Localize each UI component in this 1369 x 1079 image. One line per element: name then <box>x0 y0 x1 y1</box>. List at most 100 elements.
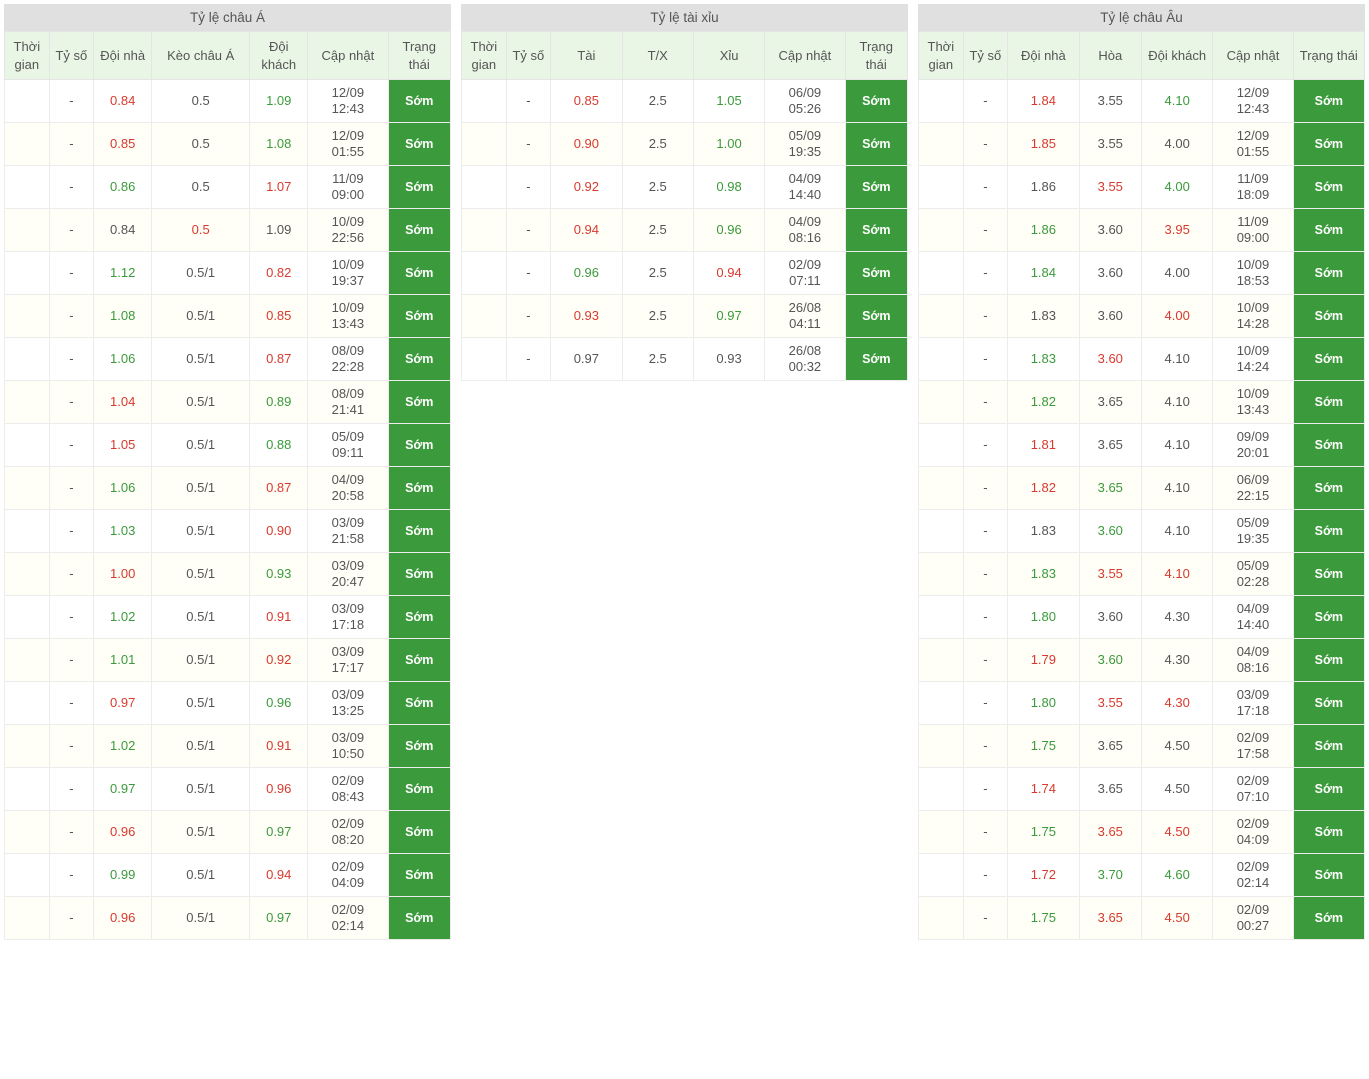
status-badge: Sớm <box>1294 854 1364 896</box>
cell-status: Sớm <box>388 768 451 811</box>
cell-away: 0.85 <box>250 295 308 338</box>
cell-time <box>919 897 964 940</box>
cell-away: 4.00 <box>1141 252 1212 295</box>
cell-updated: 10/09 18:53 <box>1213 252 1293 295</box>
cell-status: Sớm <box>1293 682 1364 725</box>
table-row: -1.793.604.3004/09 08:16Sớm <box>919 639 1365 682</box>
status-badge: Sớm <box>389 639 451 681</box>
cell-score: - <box>49 897 94 940</box>
cell-status: Sớm <box>388 510 451 553</box>
table-row: -0.840.51.0912/09 12:43Sớm <box>5 80 451 123</box>
cell-away: 4.10 <box>1141 381 1212 424</box>
status-badge: Sớm <box>1294 166 1364 208</box>
status-badge: Sớm <box>389 80 451 122</box>
table-row: -0.852.51.0506/09 05:26Sớm <box>462 80 908 123</box>
cell-status: Sớm <box>388 639 451 682</box>
status-badge: Sớm <box>389 682 451 724</box>
cell-home: 1.83 <box>1008 295 1079 338</box>
table-row: -1.040.5/10.8908/09 21:41Sớm <box>5 381 451 424</box>
cell-updated: 06/09 22:15 <box>1213 467 1293 510</box>
cell-line: 3.65 <box>1079 725 1141 768</box>
cell-score: - <box>963 854 1008 897</box>
cell-home: 0.97 <box>94 682 152 725</box>
cell-status: Sớm <box>845 123 907 166</box>
col-header: Xỉu <box>693 32 764 80</box>
cell-updated: 02/09 17:58 <box>1213 725 1293 768</box>
cell-time <box>462 123 507 166</box>
cell-line: 3.65 <box>1079 768 1141 811</box>
cell-updated: 03/09 21:58 <box>308 510 388 553</box>
cell-line: 0.5/1 <box>152 295 250 338</box>
cell-updated: 05/09 19:35 <box>765 123 845 166</box>
cell-time <box>462 295 507 338</box>
status-badge: Sớm <box>1294 381 1364 423</box>
status-badge: Sớm <box>1294 510 1364 552</box>
panels-container: Tỷ lệ châu Á Thời gianTỷ sốĐội nhàKèo ch… <box>4 4 1365 940</box>
cell-home: 1.85 <box>1008 123 1079 166</box>
cell-time <box>919 553 964 596</box>
cell-line: 0.5/1 <box>152 854 250 897</box>
cell-status: Sớm <box>388 338 451 381</box>
cell-home: 1.82 <box>1008 381 1079 424</box>
table-row: -1.833.554.1005/09 02:28Sớm <box>919 553 1365 596</box>
cell-line: 0.5/1 <box>152 682 250 725</box>
cell-time <box>5 338 50 381</box>
cell-status: Sớm <box>1293 639 1364 682</box>
cell-home: 0.96 <box>94 897 152 940</box>
cell-updated: 04/09 14:40 <box>765 166 845 209</box>
cell-away: 4.00 <box>1141 123 1212 166</box>
cell-score: - <box>963 80 1008 123</box>
table-row: -0.970.5/10.9603/09 13:25Sớm <box>5 682 451 725</box>
status-badge: Sớm <box>389 854 451 896</box>
cell-status: Sớm <box>1293 381 1364 424</box>
cell-away: 1.00 <box>693 123 764 166</box>
cell-home: 0.97 <box>551 338 622 381</box>
cell-away: 4.10 <box>1141 510 1212 553</box>
cell-home: 1.02 <box>94 725 152 768</box>
cell-score: - <box>506 338 551 381</box>
cell-status: Sớm <box>1293 725 1364 768</box>
panel-eu-title: Tỷ lệ châu Âu <box>918 4 1365 31</box>
cell-status: Sớm <box>1293 510 1364 553</box>
cell-status: Sớm <box>845 338 907 381</box>
cell-time <box>5 854 50 897</box>
cell-score: - <box>49 381 94 424</box>
cell-score: - <box>49 80 94 123</box>
cell-away: 1.07 <box>250 166 308 209</box>
table-row: -1.823.654.1010/09 13:43Sớm <box>919 381 1365 424</box>
cell-away: 0.87 <box>250 467 308 510</box>
cell-time <box>919 768 964 811</box>
cell-updated: 09/09 20:01 <box>1213 424 1293 467</box>
cell-time <box>919 811 964 854</box>
panel-eu: Tỷ lệ châu Âu Thời gianTỷ sốĐội nhàHòaĐộ… <box>918 4 1365 940</box>
cell-updated: 03/09 13:25 <box>308 682 388 725</box>
cell-away: 0.96 <box>250 768 308 811</box>
cell-updated: 05/09 02:28 <box>1213 553 1293 596</box>
status-badge: Sớm <box>846 295 907 337</box>
table-row: -1.743.654.5002/09 07:10Sớm <box>919 768 1365 811</box>
cell-away: 0.97 <box>250 811 308 854</box>
cell-home: 1.03 <box>94 510 152 553</box>
table-asia: Thời gianTỷ sốĐội nhàKèo châu ÁĐội khách… <box>4 31 451 940</box>
table-row: -1.753.654.5002/09 17:58Sớm <box>919 725 1365 768</box>
cell-updated: 03/09 17:18 <box>1213 682 1293 725</box>
cell-updated: 03/09 20:47 <box>308 553 388 596</box>
table-row: -1.060.5/10.8704/09 20:58Sớm <box>5 467 451 510</box>
table-row: -0.850.51.0812/09 01:55Sớm <box>5 123 451 166</box>
cell-time <box>5 123 50 166</box>
cell-updated: 11/09 18:09 <box>1213 166 1293 209</box>
cell-updated: 04/09 20:58 <box>308 467 388 510</box>
status-badge: Sớm <box>389 166 451 208</box>
cell-line: 0.5/1 <box>152 381 250 424</box>
col-header: Trạng thái <box>388 32 451 80</box>
cell-score: - <box>963 510 1008 553</box>
cell-home: 1.80 <box>1008 682 1079 725</box>
cell-home: 1.72 <box>1008 854 1079 897</box>
cell-line: 3.55 <box>1079 682 1141 725</box>
cell-score: - <box>49 295 94 338</box>
cell-away: 4.10 <box>1141 424 1212 467</box>
cell-home: 1.80 <box>1008 596 1079 639</box>
cell-score: - <box>49 725 94 768</box>
table-row: -0.970.5/10.9602/09 08:43Sớm <box>5 768 451 811</box>
cell-score: - <box>963 596 1008 639</box>
